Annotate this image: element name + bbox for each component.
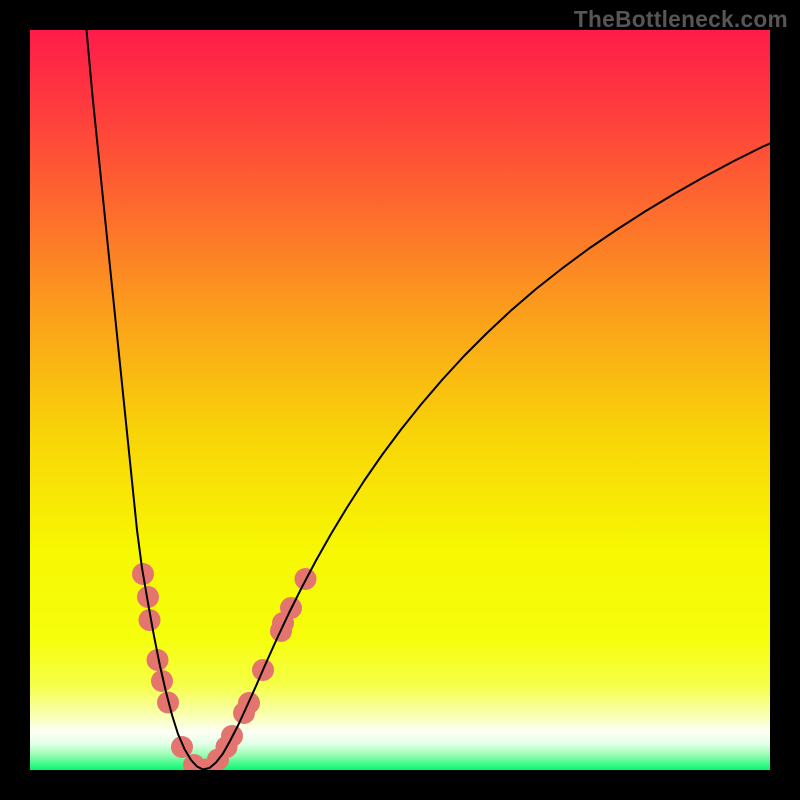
watermark-label: TheBottleneck.com	[574, 6, 788, 33]
bottleneck-curve-chart	[0, 0, 800, 800]
chart-stage: { "watermark": { "text": "TheBottleneck.…	[0, 0, 800, 800]
gradient-plot-area	[30, 30, 770, 770]
data-marker	[171, 736, 193, 758]
